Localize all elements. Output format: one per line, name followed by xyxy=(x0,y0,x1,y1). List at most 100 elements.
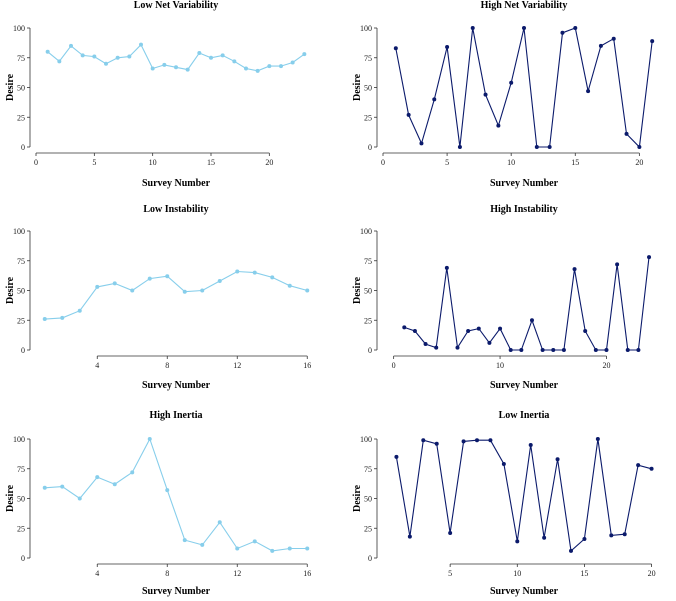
data-point xyxy=(501,461,506,466)
data-point xyxy=(244,66,248,71)
data-point xyxy=(622,532,627,537)
data-point xyxy=(217,520,222,525)
data-point xyxy=(457,145,462,149)
x-tick-label: 10 xyxy=(149,158,157,167)
x-tick-label: 12 xyxy=(233,361,241,370)
y-tick-label: 0 xyxy=(21,554,25,563)
data-point xyxy=(92,54,97,59)
y-tick-label: 75 xyxy=(17,54,25,63)
x-tick-label: 15 xyxy=(207,158,215,167)
data-point xyxy=(95,475,100,480)
data-point xyxy=(95,284,100,289)
data-point xyxy=(406,112,411,117)
panel-3: Low Instability 0 25 50 75 100 4 8 12 16 Survey Nu… xyxy=(5,204,311,391)
data-point xyxy=(647,255,652,260)
data-point xyxy=(232,59,237,64)
data-point xyxy=(130,288,135,293)
x-tick-label: 5 xyxy=(448,569,452,578)
chart-title: Low Inertia xyxy=(499,410,550,421)
y-tick-label: 25 xyxy=(364,524,372,533)
data-point xyxy=(162,62,167,67)
data-point xyxy=(649,466,654,471)
panel-6: Low Inertia 0 25 50 75 100 5 10 15 20 Survey Numbe… xyxy=(352,410,656,597)
data-point xyxy=(551,348,556,352)
y-tick-label: 0 xyxy=(368,143,372,152)
data-point xyxy=(650,39,655,44)
data-point xyxy=(80,53,85,58)
data-point xyxy=(287,546,292,551)
y-axis-label: Desire xyxy=(5,484,16,512)
x-tick-label: 20 xyxy=(265,158,273,167)
y-tick-label: 50 xyxy=(364,84,372,93)
data-point xyxy=(77,496,82,501)
data-point xyxy=(582,536,587,541)
data-point xyxy=(448,531,453,536)
x-tick-label: 4 xyxy=(95,569,99,578)
x-tick-label: 20 xyxy=(602,361,610,370)
y-tick-label: 100 xyxy=(360,227,372,236)
x-tick-label: 8 xyxy=(165,569,169,578)
data-point xyxy=(598,43,603,48)
data-point xyxy=(434,441,439,446)
data-point xyxy=(217,278,222,283)
series-line xyxy=(44,270,308,320)
data-point xyxy=(305,546,310,551)
data-point xyxy=(270,275,275,280)
data-point xyxy=(609,533,614,538)
data-point xyxy=(636,463,641,468)
x-tick-label: 4 xyxy=(95,361,99,370)
y-tick-label: 25 xyxy=(364,316,372,325)
panel-1: Low Net Variability 0 25 50 75 100 0 5 10 15 20 Sur… xyxy=(5,0,307,189)
y-tick-label: 100 xyxy=(13,227,25,236)
x-tick-label: 15 xyxy=(571,158,579,167)
data-point xyxy=(423,342,428,347)
data-point xyxy=(483,92,488,97)
data-point xyxy=(104,61,108,66)
data-point xyxy=(432,97,437,102)
data-point xyxy=(235,269,240,274)
y-tick-label: 50 xyxy=(17,495,25,504)
y-tick-label: 50 xyxy=(364,287,372,296)
data-point xyxy=(394,454,399,459)
data-point xyxy=(279,64,283,69)
data-point xyxy=(529,318,534,323)
y-tick-label: 50 xyxy=(364,495,372,504)
data-point xyxy=(77,308,82,313)
y-tick-label: 50 xyxy=(17,287,25,296)
data-point xyxy=(542,535,547,540)
data-point xyxy=(611,36,616,41)
data-point xyxy=(174,65,178,70)
y-axis-label: Desire xyxy=(5,276,16,304)
y-axis-label: Desire xyxy=(352,276,363,304)
data-point xyxy=(522,26,526,30)
x-tick-label: 10 xyxy=(507,158,515,167)
y-tick-label: 75 xyxy=(17,257,25,266)
data-point xyxy=(444,265,449,270)
chart-title: High Inertia xyxy=(149,410,202,421)
panel-5: High Inertia 0 25 50 75 100 4 8 12 16 Survey Numbe… xyxy=(5,410,311,597)
y-tick-label: 75 xyxy=(17,465,25,474)
data-point xyxy=(528,442,533,447)
chart-title: Low Net Variability xyxy=(134,0,218,11)
data-point xyxy=(60,315,65,320)
y-tick-label: 25 xyxy=(17,316,25,325)
data-point xyxy=(496,123,501,128)
x-tick-label: 0 xyxy=(381,158,385,167)
data-point xyxy=(130,470,135,475)
data-point xyxy=(150,66,155,71)
data-point xyxy=(42,485,47,490)
series-line xyxy=(44,437,308,552)
data-point xyxy=(455,345,460,350)
x-axis-label: Survey Number xyxy=(142,178,211,189)
data-point xyxy=(560,30,565,35)
data-point xyxy=(519,348,524,352)
x-tick-label: 16 xyxy=(303,569,311,578)
data-point xyxy=(561,348,566,352)
x-tick-label: 0 xyxy=(34,158,38,167)
data-point xyxy=(412,328,417,333)
data-point xyxy=(235,546,240,551)
data-point xyxy=(637,145,642,149)
y-tick-label: 25 xyxy=(364,113,372,122)
y-axis-label: Desire xyxy=(352,484,363,512)
